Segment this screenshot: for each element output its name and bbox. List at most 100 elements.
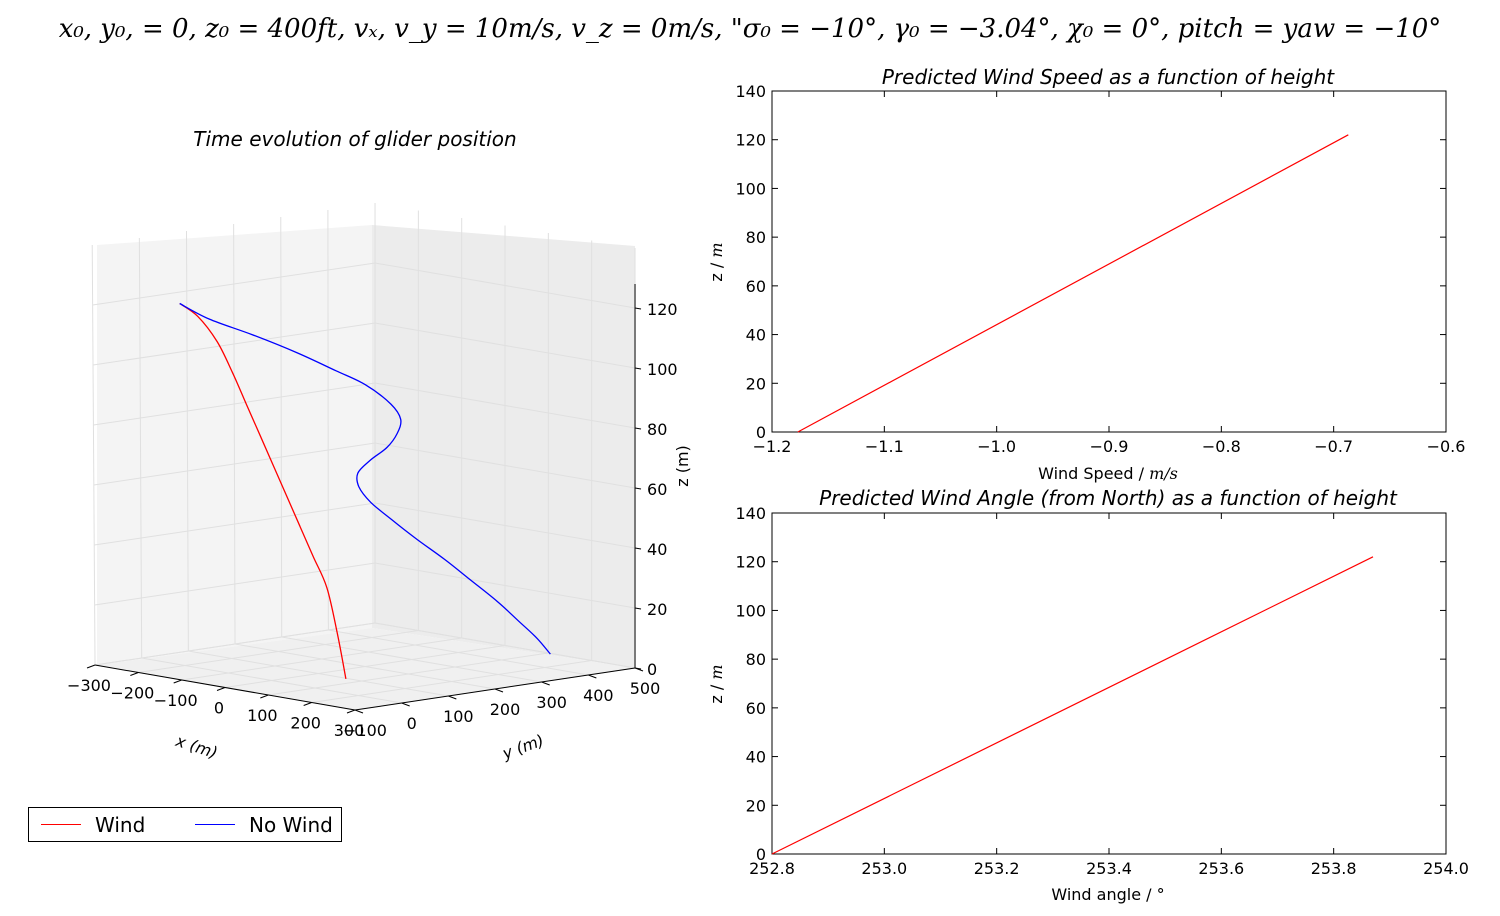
wall-grid-line xyxy=(185,230,189,652)
wind-angle-xtick-label: 253.8 xyxy=(1311,859,1357,878)
wind-speed-xtick-label: −1.1 xyxy=(865,437,904,456)
x-tick-label-3d: 100 xyxy=(247,706,278,725)
y-axis-label-text-wind-angle: z / xyxy=(707,680,726,704)
wind-speed-xtick-label: −0.7 xyxy=(1314,437,1353,456)
z-tick-mark-3d xyxy=(634,427,642,430)
x-tick-label-3d: −100 xyxy=(154,691,198,710)
wind-angle-xtick-label: 254.0 xyxy=(1423,859,1469,878)
x-tick-label-3d: −200 xyxy=(110,684,154,703)
panel-wind-speed: Predicted Wind Speed as a function of he… xyxy=(707,65,1465,483)
z-tick-label-3d: 120 xyxy=(647,300,678,319)
x-tick-label-3d: −300 xyxy=(67,676,111,695)
ticks-wind-speed: −1.2 −1.1 −1.0 −0.9 −0.8 −0.7 −0.6 0 20 40 60 80 100… xyxy=(735,82,1465,456)
wind-angle-ytick-label: 140 xyxy=(735,504,766,523)
y-tick-label-3d: 100 xyxy=(443,707,474,726)
x-axis-unit-wind-angle: ° xyxy=(1157,885,1165,904)
legend-label-wind: Wind xyxy=(95,812,146,837)
z-tick-mark-3d xyxy=(634,607,642,610)
z-tick-label-3d: 0 xyxy=(647,660,657,679)
z-tick-label-3d: 80 xyxy=(647,420,667,439)
wind-speed-xtick-label: −0.8 xyxy=(1202,437,1241,456)
y-tick-mark-3d xyxy=(448,695,457,700)
wind-angle-xtick-label: 253.0 xyxy=(861,859,907,878)
figure-suptitle: x₀, y₀, = 0, z₀ = 400ft, vₓ, v_y = 10m/s… xyxy=(58,14,1442,44)
y-tick-label-3d: 300 xyxy=(536,693,567,712)
floor-grid-line xyxy=(234,643,496,690)
x-tick-mark-3d xyxy=(173,679,182,684)
wind-speed-ytick-label: 100 xyxy=(735,179,766,198)
lines-wind-speed xyxy=(797,134,1349,433)
wind-angle-xtick-label: 252.8 xyxy=(749,859,795,878)
z-tick-label-3d: 60 xyxy=(647,480,667,499)
wind-speed-ytick-label: 0 xyxy=(756,423,766,442)
wind-angle-ytick-label: 120 xyxy=(735,553,766,572)
wind-speed-xtick-label: −1.2 xyxy=(753,437,792,456)
wall-grid-line xyxy=(94,502,636,549)
x-tick-mark-3d xyxy=(216,687,226,691)
wall-grid-line xyxy=(92,262,636,309)
z-tick-mark-3d xyxy=(634,547,642,550)
y-tick-label-3d: 0 xyxy=(407,714,417,733)
x-tick-mark-3d xyxy=(86,664,96,669)
chart-title-wind-speed: Predicted Wind Speed as a function of he… xyxy=(882,65,1335,89)
x-axis-label-text-wind-speed: Wind Speed / xyxy=(1038,464,1149,483)
wind-speed-ytick-label: 140 xyxy=(735,82,766,101)
x-axis-label-text-wind-angle: Wind angle / xyxy=(1051,885,1156,904)
legend-item-no-wind: No Wind xyxy=(195,808,333,841)
wind-angle-ytick-label: 0 xyxy=(756,845,766,864)
y-axis-label-3d: y (m) xyxy=(499,731,546,764)
ticks-wind-angle: 252.8 253.0 253.2 253.4 253.6 253.8 254.0 0 20 40… xyxy=(735,504,1468,878)
z-axis-label-3d: z (m) xyxy=(673,445,692,487)
z-tick-label-3d: 40 xyxy=(647,540,667,559)
legend-label-no-wind: No Wind xyxy=(249,812,333,837)
lines-wind-angle xyxy=(771,556,1374,855)
floor-grid-line xyxy=(188,650,449,697)
wind-angle-xtick-label: 253.4 xyxy=(1086,859,1132,878)
legend-swatch-wind xyxy=(41,824,81,825)
legend-item-wind: Wind xyxy=(41,808,145,841)
wind-speed-xtick-label: −0.9 xyxy=(1090,437,1129,456)
wall-grid-line xyxy=(93,442,636,489)
wall-grid-line xyxy=(92,322,636,369)
x-axis-label-wind-speed: Wind Speed / m/s xyxy=(1038,464,1178,483)
y-tick-mark-3d xyxy=(401,702,410,707)
plot-frame-wind-speed xyxy=(771,90,1447,433)
wind-speed-ytick-label: 60 xyxy=(746,277,766,296)
x-axis-unit-wind-speed: m/s xyxy=(1149,464,1178,483)
trajectory-wind xyxy=(179,302,347,680)
z-tick-mark-3d xyxy=(634,667,642,670)
wind-speed-ytick-label: 80 xyxy=(746,228,766,247)
legend-swatch-no-wind xyxy=(195,824,235,825)
wall-grid-line xyxy=(93,382,636,429)
y-tick-mark-3d xyxy=(494,688,504,693)
wind-speed-ytick-label: 40 xyxy=(746,326,766,345)
x-axis-label-wind-angle: Wind angle / ° xyxy=(1051,885,1164,904)
panel-3d: Time evolution of glider position −300 −2… xyxy=(67,127,692,763)
y-tick-mark-3d xyxy=(588,674,597,679)
wind-angle-ytick-label: 20 xyxy=(746,796,766,815)
wall-grid-line xyxy=(91,244,96,666)
z-tick-label-3d: 100 xyxy=(647,360,678,379)
z-tick-mark-3d xyxy=(634,487,642,490)
x-axis-label-3d: x (m) xyxy=(173,731,220,763)
y-tick-label-3d: −100 xyxy=(343,721,387,740)
wind-angle-xtick-label: 253.2 xyxy=(974,859,1020,878)
wind-angle-ytick-label: 100 xyxy=(735,601,766,620)
plot-frame-wind-angle xyxy=(771,512,1447,855)
trajectory-no-wind xyxy=(179,302,551,655)
y-tick-label-3d: 200 xyxy=(490,700,521,719)
z-tick-label-3d: 20 xyxy=(647,600,667,619)
wall-grid-line xyxy=(233,223,236,645)
z-tick-mark-3d xyxy=(634,307,642,310)
x-tick-mark-3d xyxy=(303,702,312,706)
y-tick-mark-3d xyxy=(354,709,364,714)
wind-angle-ytick-label: 60 xyxy=(746,699,766,718)
wall-grid-line xyxy=(280,216,283,638)
y-tick-label-3d: 400 xyxy=(583,686,614,705)
x-tick-label-3d: 200 xyxy=(290,714,321,733)
y-axis-label-text-wind-speed: z / xyxy=(707,258,726,282)
ticks-3d: −300 −200 −100 0 100 200 300−100 0 100 200 300 400 5… xyxy=(67,300,678,740)
x-tick-label-3d: 300 xyxy=(334,721,365,740)
wind-speed-series-line xyxy=(797,134,1349,433)
